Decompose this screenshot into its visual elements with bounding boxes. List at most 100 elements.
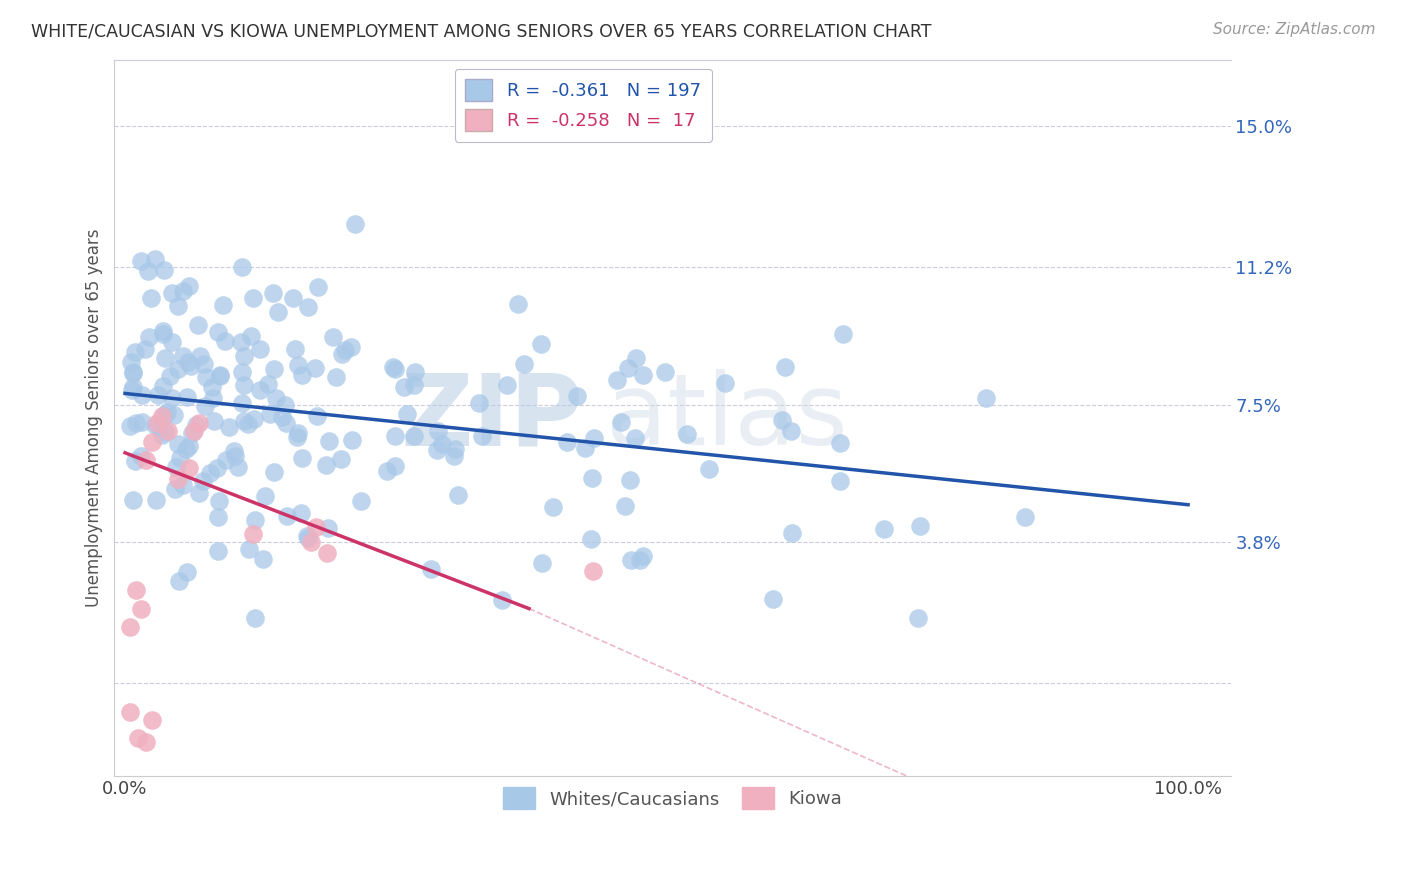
Point [619,473,641,487]
Point [120,355,142,369]
Point [628,553,651,567]
Point [297,531,319,545]
Point [242,291,264,305]
Point [620,553,643,567]
Point [617,361,640,376]
Point [606,373,628,387]
Point [141,713,163,727]
Point [232,377,254,392]
Point [402,378,425,392]
Point [263,362,285,376]
Point [976,391,998,405]
Point [274,416,297,430]
Point [582,431,605,445]
Point [284,342,307,356]
Point [495,378,517,392]
Point [124,454,146,468]
Point [194,400,217,414]
Point [697,462,720,476]
Point [172,350,194,364]
Point [127,731,149,746]
Point [384,362,406,376]
Point [238,417,260,431]
Point [610,415,633,429]
Point [139,291,162,305]
Point [169,451,191,466]
Point [232,413,254,427]
Point [146,416,169,430]
Point [167,574,190,589]
Point [676,427,699,442]
Point [828,474,851,488]
Point [832,326,855,341]
Point [762,591,785,606]
Point [780,424,803,438]
Point [333,343,356,358]
Point [145,492,167,507]
Point [136,264,159,278]
Point [430,437,453,451]
Point [249,342,271,356]
Point [172,477,194,491]
Point [344,217,367,231]
Point [152,326,174,341]
Point [426,443,449,458]
Point [188,349,211,363]
Point [249,383,271,397]
Point [207,461,229,475]
Point [191,475,214,489]
Point [243,412,266,426]
Point [375,464,398,478]
Point [443,449,465,463]
Point [160,335,183,350]
Text: Source: ZipAtlas.com: Source: ZipAtlas.com [1212,22,1375,37]
Point [177,354,200,368]
Point [631,368,654,382]
Point [316,546,339,560]
Point [172,284,194,298]
Point [214,334,236,348]
Point [910,519,932,533]
Point [402,429,425,443]
Point [180,359,202,374]
Point [626,351,648,365]
Point [131,416,153,430]
Point [125,416,148,430]
Point [184,417,207,432]
Point [775,359,797,374]
Point [262,285,284,300]
Point [243,513,266,527]
Point [176,390,198,404]
Point [177,439,200,453]
Point [120,620,142,634]
Point [714,376,737,391]
Point [202,414,225,428]
Point [167,299,190,313]
Point [201,380,224,394]
Point [291,451,314,466]
Point [183,424,205,438]
Point [873,523,896,537]
Point [187,318,209,332]
Point [447,487,470,501]
Point [263,465,285,479]
Point [122,380,145,394]
Point [350,494,373,508]
Point [581,471,603,485]
Text: WHITE/CAUCASIAN VS KIOWA UNEMPLOYMENT AMONG SENIORS OVER 65 YEARS CORRELATION CH: WHITE/CAUCASIAN VS KIOWA UNEMPLOYMENT AM… [31,22,931,40]
Point [330,347,353,361]
Point [295,529,318,543]
Point [654,365,676,379]
Point [574,441,596,455]
Point [444,442,467,457]
Point [153,408,176,422]
Point [231,260,253,274]
Point [160,391,183,405]
Point [208,493,231,508]
Text: atlas: atlas [606,369,848,466]
Point [381,359,404,374]
Point [614,499,637,513]
Point [124,345,146,359]
Point [145,417,167,432]
Point [120,419,142,434]
